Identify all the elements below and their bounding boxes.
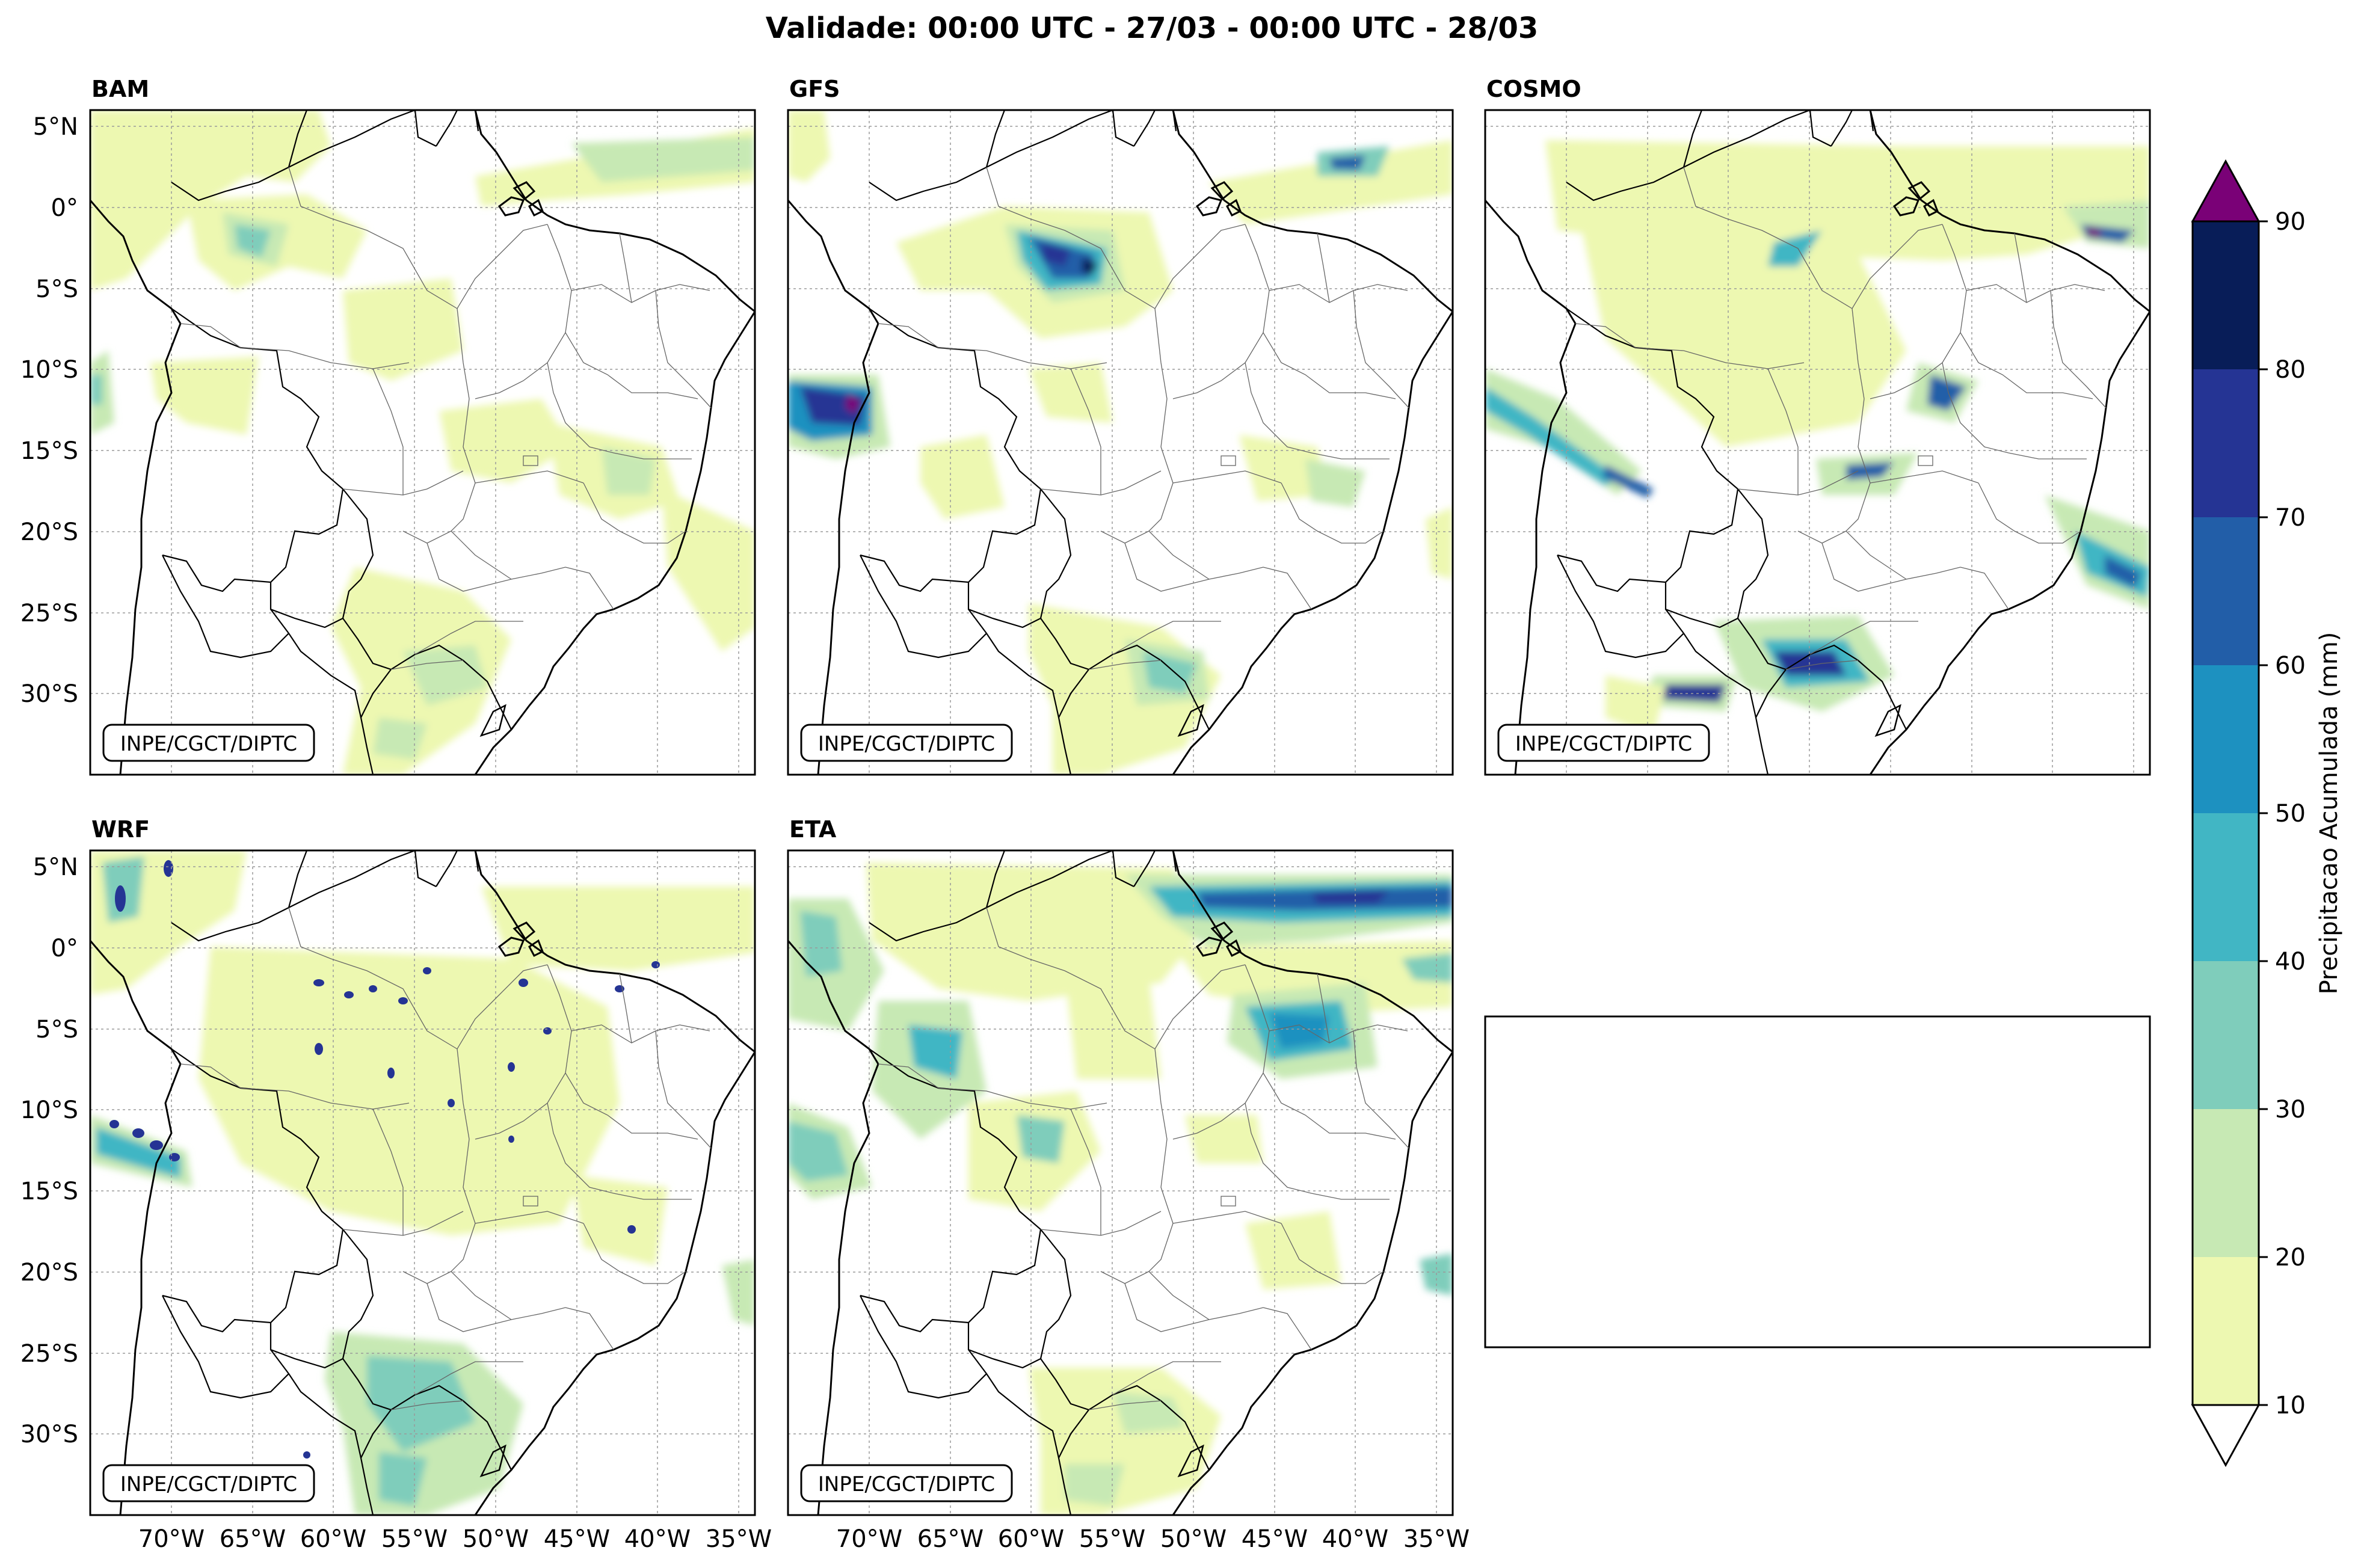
colorbar-tick-30: 30: [2275, 1096, 2306, 1124]
panel-eta: ETA: [787, 816, 1470, 1553]
lon-tick-60w: 60°W: [300, 1525, 366, 1553]
credit-text-bam: INPE/CGCT/DIPTC: [120, 732, 297, 756]
lat-tick-20s: 20°S: [20, 518, 78, 546]
credit-box-gfs: INPE/CGCT/DIPTC: [800, 724, 1013, 762]
credit-box-wrf: INPE/CGCT/DIPTC: [102, 1464, 315, 1502]
colorbar-tick-40: 40: [2275, 948, 2306, 976]
figure-title: Validade: 00:00 UTC - 27/03 - 00:00 UTC …: [766, 11, 1539, 45]
colorbar-tick-10: 10: [2275, 1392, 2306, 1419]
colorbar-tick-80: 80: [2275, 356, 2306, 384]
panel-bam: BAM: [20, 76, 756, 776]
lon-tick-65w: 65°W: [220, 1525, 286, 1553]
map-frame-gfs: [787, 109, 1454, 776]
lon-tick-50w: 50°W: [463, 1525, 529, 1553]
panel-title-eta: ETA: [789, 816, 837, 843]
lat-tick-5n: 5°N: [33, 113, 78, 141]
lat-tick-30s: 30°S: [20, 680, 78, 708]
panel-title-cosmo: COSMO: [1486, 76, 1581, 102]
lon-tick-70w: 70°W: [138, 1525, 205, 1553]
colorbar-bin-50-60: [2193, 665, 2259, 813]
lat-tick-15s: 15°S: [20, 437, 78, 465]
panel-title-gfs: GFS: [789, 76, 840, 102]
colorbar-tick-60: 60: [2275, 652, 2306, 680]
lat-tick-0: 0°: [51, 194, 78, 222]
lat-tick-25s: 25°S: [20, 1340, 78, 1368]
colorbar-over-arrow: [2191, 159, 2261, 223]
colorbar-bin-30-40: [2193, 961, 2259, 1109]
lat-tick-0: 0°: [51, 935, 78, 962]
colorbar-tick-70: 70: [2275, 504, 2306, 532]
lat-tick-10s: 10°S: [20, 356, 78, 384]
precip-field-eta: [788, 862, 1453, 1515]
lat-tick-20s: 20°S: [20, 1259, 78, 1287]
lon-tick-35w: 35°W: [706, 1525, 772, 1553]
precip-field-cosmo: [1485, 140, 2150, 736]
lat-tick-10s: 10°S: [20, 1096, 78, 1124]
colorbar-under-arrow: [2191, 1404, 2261, 1468]
map-frame-bam: [89, 109, 756, 776]
map-frame-cosmo: [1484, 109, 2151, 776]
empty-legend-box: [1484, 1015, 2151, 1348]
colorbar-bin-10-20: [2193, 1257, 2259, 1405]
lon-tick-50w: 50°W: [1160, 1525, 1227, 1553]
lon-axis-wrf: 70°W 65°W 60°W 55°W 50°W 45°W 40°W 35°W: [138, 1525, 772, 1553]
credit-text-eta: INPE/CGCT/DIPTC: [818, 1472, 995, 1496]
credit-text-gfs: INPE/CGCT/DIPTC: [818, 732, 995, 756]
colorbar-tick-20: 20: [2275, 1244, 2306, 1271]
credit-box-eta: INPE/CGCT/DIPTC: [800, 1464, 1013, 1502]
colorbar: 90 80 70 60 50 40 30 20 10 Precipitacao …: [2191, 159, 2343, 1468]
lat-tick-5s: 5°S: [35, 275, 78, 303]
credit-text-cosmo: INPE/CGCT/DIPTC: [1515, 732, 1692, 756]
lon-tick-65w: 65°W: [917, 1525, 984, 1553]
lat-tick-5s: 5°S: [35, 1016, 78, 1044]
precip-field-gfs: [788, 110, 1453, 775]
lon-tick-45w: 45°W: [1242, 1525, 1308, 1553]
lat-tick-15s: 15°S: [20, 1178, 78, 1205]
lon-tick-55w: 55°W: [1079, 1525, 1145, 1553]
lat-axis-row2: 5°N 0° 5°S 10°S 15°S 20°S 25°S 30°S: [20, 853, 78, 1448]
lon-tick-70w: 70°W: [836, 1525, 902, 1553]
panel-title-bam: BAM: [91, 76, 149, 102]
colorbar-label: Precipitacao Acumulada (mm): [2315, 632, 2343, 995]
map-frame-wrf: [89, 849, 756, 1516]
lon-tick-40w: 40°W: [624, 1525, 691, 1553]
lat-axis-row1: 5°N 0° 5°S 10°S 15°S 20°S 25°S 30°S: [20, 113, 78, 708]
panel-title-wrf: WRF: [91, 816, 150, 843]
credit-box-cosmo: INPE/CGCT/DIPTC: [1497, 724, 1710, 762]
panel-cosmo: COSMO: [1484, 76, 2151, 776]
lon-tick-55w: 55°W: [381, 1525, 448, 1553]
colorbar-tick-90: 90: [2275, 208, 2306, 236]
lat-tick-30s: 30°S: [20, 1421, 78, 1448]
lon-tick-35w: 35°W: [1403, 1525, 1470, 1553]
colorbar-bin-80-90: [2193, 221, 2259, 369]
panel-wrf: WRF: [20, 816, 772, 1553]
colorbar-bin-20-30: [2193, 1109, 2259, 1257]
credit-box-bam: INPE/CGCT/DIPTC: [102, 724, 315, 762]
colorbar-bin-70-80: [2193, 369, 2259, 517]
colorbar-bin-40-50: [2193, 813, 2259, 961]
lon-tick-40w: 40°W: [1322, 1525, 1388, 1553]
panel-gfs: GFS: [787, 76, 1454, 776]
lat-tick-5n: 5°N: [33, 853, 78, 881]
lat-tick-25s: 25°S: [20, 600, 78, 627]
credit-text-wrf: INPE/CGCT/DIPTC: [120, 1472, 297, 1496]
lon-axis-eta: 70°W 65°W 60°W 55°W 50°W 45°W 40°W 35°W: [836, 1525, 1470, 1553]
colorbar-tick-50: 50: [2275, 800, 2306, 828]
lon-tick-45w: 45°W: [544, 1525, 610, 1553]
colorbar-bin-60-70: [2193, 517, 2259, 665]
map-frame-eta: [787, 849, 1454, 1516]
precip-field-wrf: [90, 850, 755, 1515]
precip-field-bam: [90, 110, 755, 775]
lon-tick-60w: 60°W: [998, 1525, 1064, 1553]
